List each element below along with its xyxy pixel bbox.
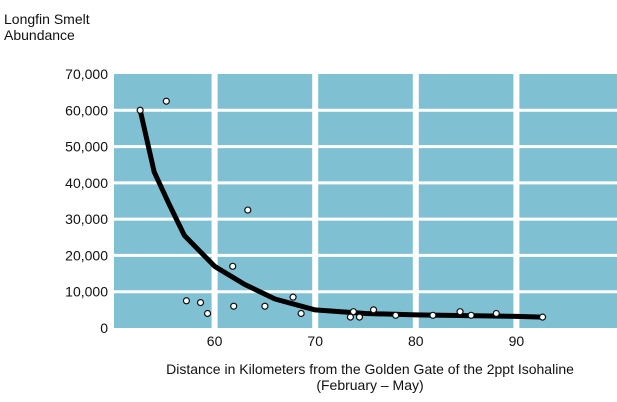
chart-title-line-2: Abundance bbox=[4, 27, 75, 43]
data-point-2 bbox=[182, 297, 191, 305]
data-point-3 bbox=[196, 299, 205, 307]
data-point-0 bbox=[136, 106, 144, 114]
data-point-1 bbox=[162, 97, 170, 105]
x-tick-label-1: 70 bbox=[307, 333, 323, 349]
y-tick-label-6: 60,000 bbox=[65, 102, 108, 118]
data-point-11 bbox=[346, 313, 355, 321]
y-tick-label-7: 70,000 bbox=[65, 66, 108, 82]
data-point-19 bbox=[492, 309, 500, 318]
data-point-15 bbox=[392, 311, 400, 319]
grid-lines bbox=[114, 74, 617, 328]
data-point-18 bbox=[467, 311, 475, 319]
x-axis-label-line-1: Distance in Kilometers from the Golden G… bbox=[166, 361, 574, 377]
data-point-16 bbox=[429, 311, 437, 319]
y-tick-label-3: 30,000 bbox=[65, 211, 108, 227]
plot-area bbox=[114, 74, 617, 328]
data-point-6 bbox=[230, 302, 238, 310]
x-tick-label-3: 90 bbox=[509, 333, 525, 349]
data-point-13 bbox=[355, 313, 364, 321]
y-axis-tick-labels: 0 10,000 20,000 30,000 40,000 50,000 60,000 70,… bbox=[65, 66, 108, 336]
data-point-10 bbox=[297, 309, 305, 318]
data-point-8 bbox=[261, 302, 269, 310]
y-tick-label-0: 0 bbox=[100, 320, 108, 336]
data-point-17 bbox=[456, 308, 464, 316]
chart-title-line-1: Longfin Smelt bbox=[4, 11, 90, 27]
data-point-4 bbox=[203, 309, 212, 318]
y-tick-label-5: 50,000 bbox=[65, 139, 108, 155]
data-point-9 bbox=[289, 293, 297, 301]
x-axis-tick-labels: 60 70 80 90 bbox=[207, 333, 525, 349]
x-tick-label-2: 80 bbox=[408, 333, 424, 349]
data-point-20 bbox=[538, 313, 547, 321]
plot-background bbox=[114, 74, 617, 328]
y-tick-label-4: 40,000 bbox=[65, 175, 108, 191]
y-tick-label-2: 20,000 bbox=[65, 247, 108, 263]
data-point-12 bbox=[349, 308, 358, 316]
data-points bbox=[136, 97, 547, 321]
y-tick-label-1: 10,000 bbox=[65, 284, 108, 300]
x-axis-label-line-2: (February – May) bbox=[316, 377, 423, 393]
data-point-5 bbox=[229, 262, 237, 270]
data-point-14 bbox=[369, 306, 378, 314]
x-tick-label-0: 60 bbox=[207, 333, 223, 349]
data-point-7 bbox=[244, 206, 252, 214]
